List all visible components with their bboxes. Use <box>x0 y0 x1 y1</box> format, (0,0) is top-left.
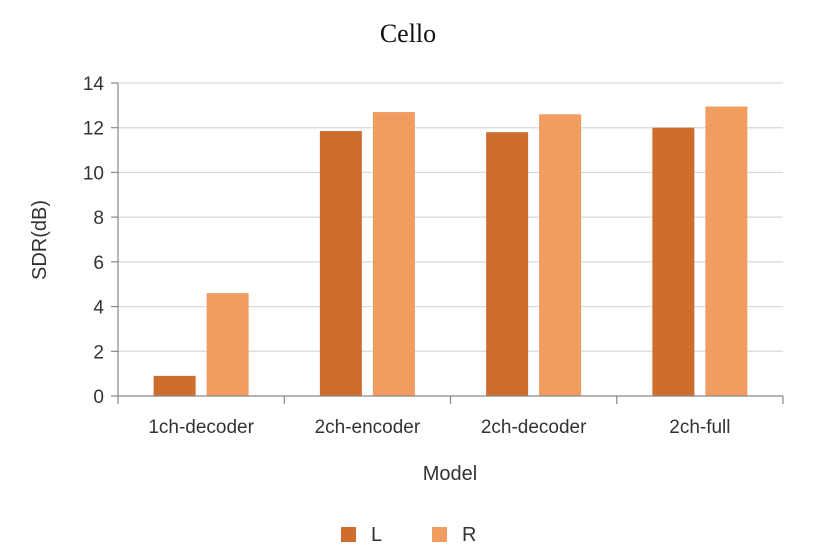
x-tick-label: 2ch-full <box>669 417 730 438</box>
x-tick-label: 2ch-encoder <box>315 417 421 438</box>
chart-title: Cello <box>380 19 436 48</box>
y-tick-label: 12 <box>83 119 104 140</box>
y-tick-label: 4 <box>93 298 104 319</box>
legend-swatch-L <box>341 527 356 542</box>
bar-L-2ch-decoder <box>486 132 529 396</box>
y-tick-label: 2 <box>93 342 104 363</box>
x-axis-label: Model <box>423 463 477 485</box>
axes <box>111 82 784 404</box>
y-tick-labels: 0 2 4 6 8 10 12 14 <box>83 74 105 408</box>
legend-label-L: L <box>371 524 382 546</box>
y-tick-label: 0 <box>93 387 104 408</box>
y-tick-label: 8 <box>93 208 104 229</box>
y-axis-label: SDR(dB) <box>29 200 51 280</box>
legend-swatch-R <box>432 527 447 542</box>
x-tick-label: 1ch-decoder <box>148 417 254 438</box>
bars <box>153 106 748 397</box>
bar-R-2ch-decoder <box>539 114 582 397</box>
legend-label-R: R <box>462 524 476 546</box>
y-tick-label: 14 <box>83 74 105 95</box>
bar-L-2ch-encoder <box>319 131 362 396</box>
x-tick-label: 2ch-decoder <box>481 417 587 438</box>
y-tick-label: 10 <box>83 163 104 184</box>
bar-L-1ch-decoder <box>153 375 196 396</box>
x-tick-labels: 1ch-decoder 2ch-encoder 2ch-decoder 2ch-ful… <box>148 417 730 438</box>
bar-R-1ch-decoder <box>206 293 249 396</box>
bar-R-2ch-encoder <box>372 112 415 397</box>
y-tick-label: 6 <box>93 253 104 274</box>
bar-R-2ch-full <box>705 106 748 396</box>
bar-L-2ch-full <box>652 127 695 396</box>
